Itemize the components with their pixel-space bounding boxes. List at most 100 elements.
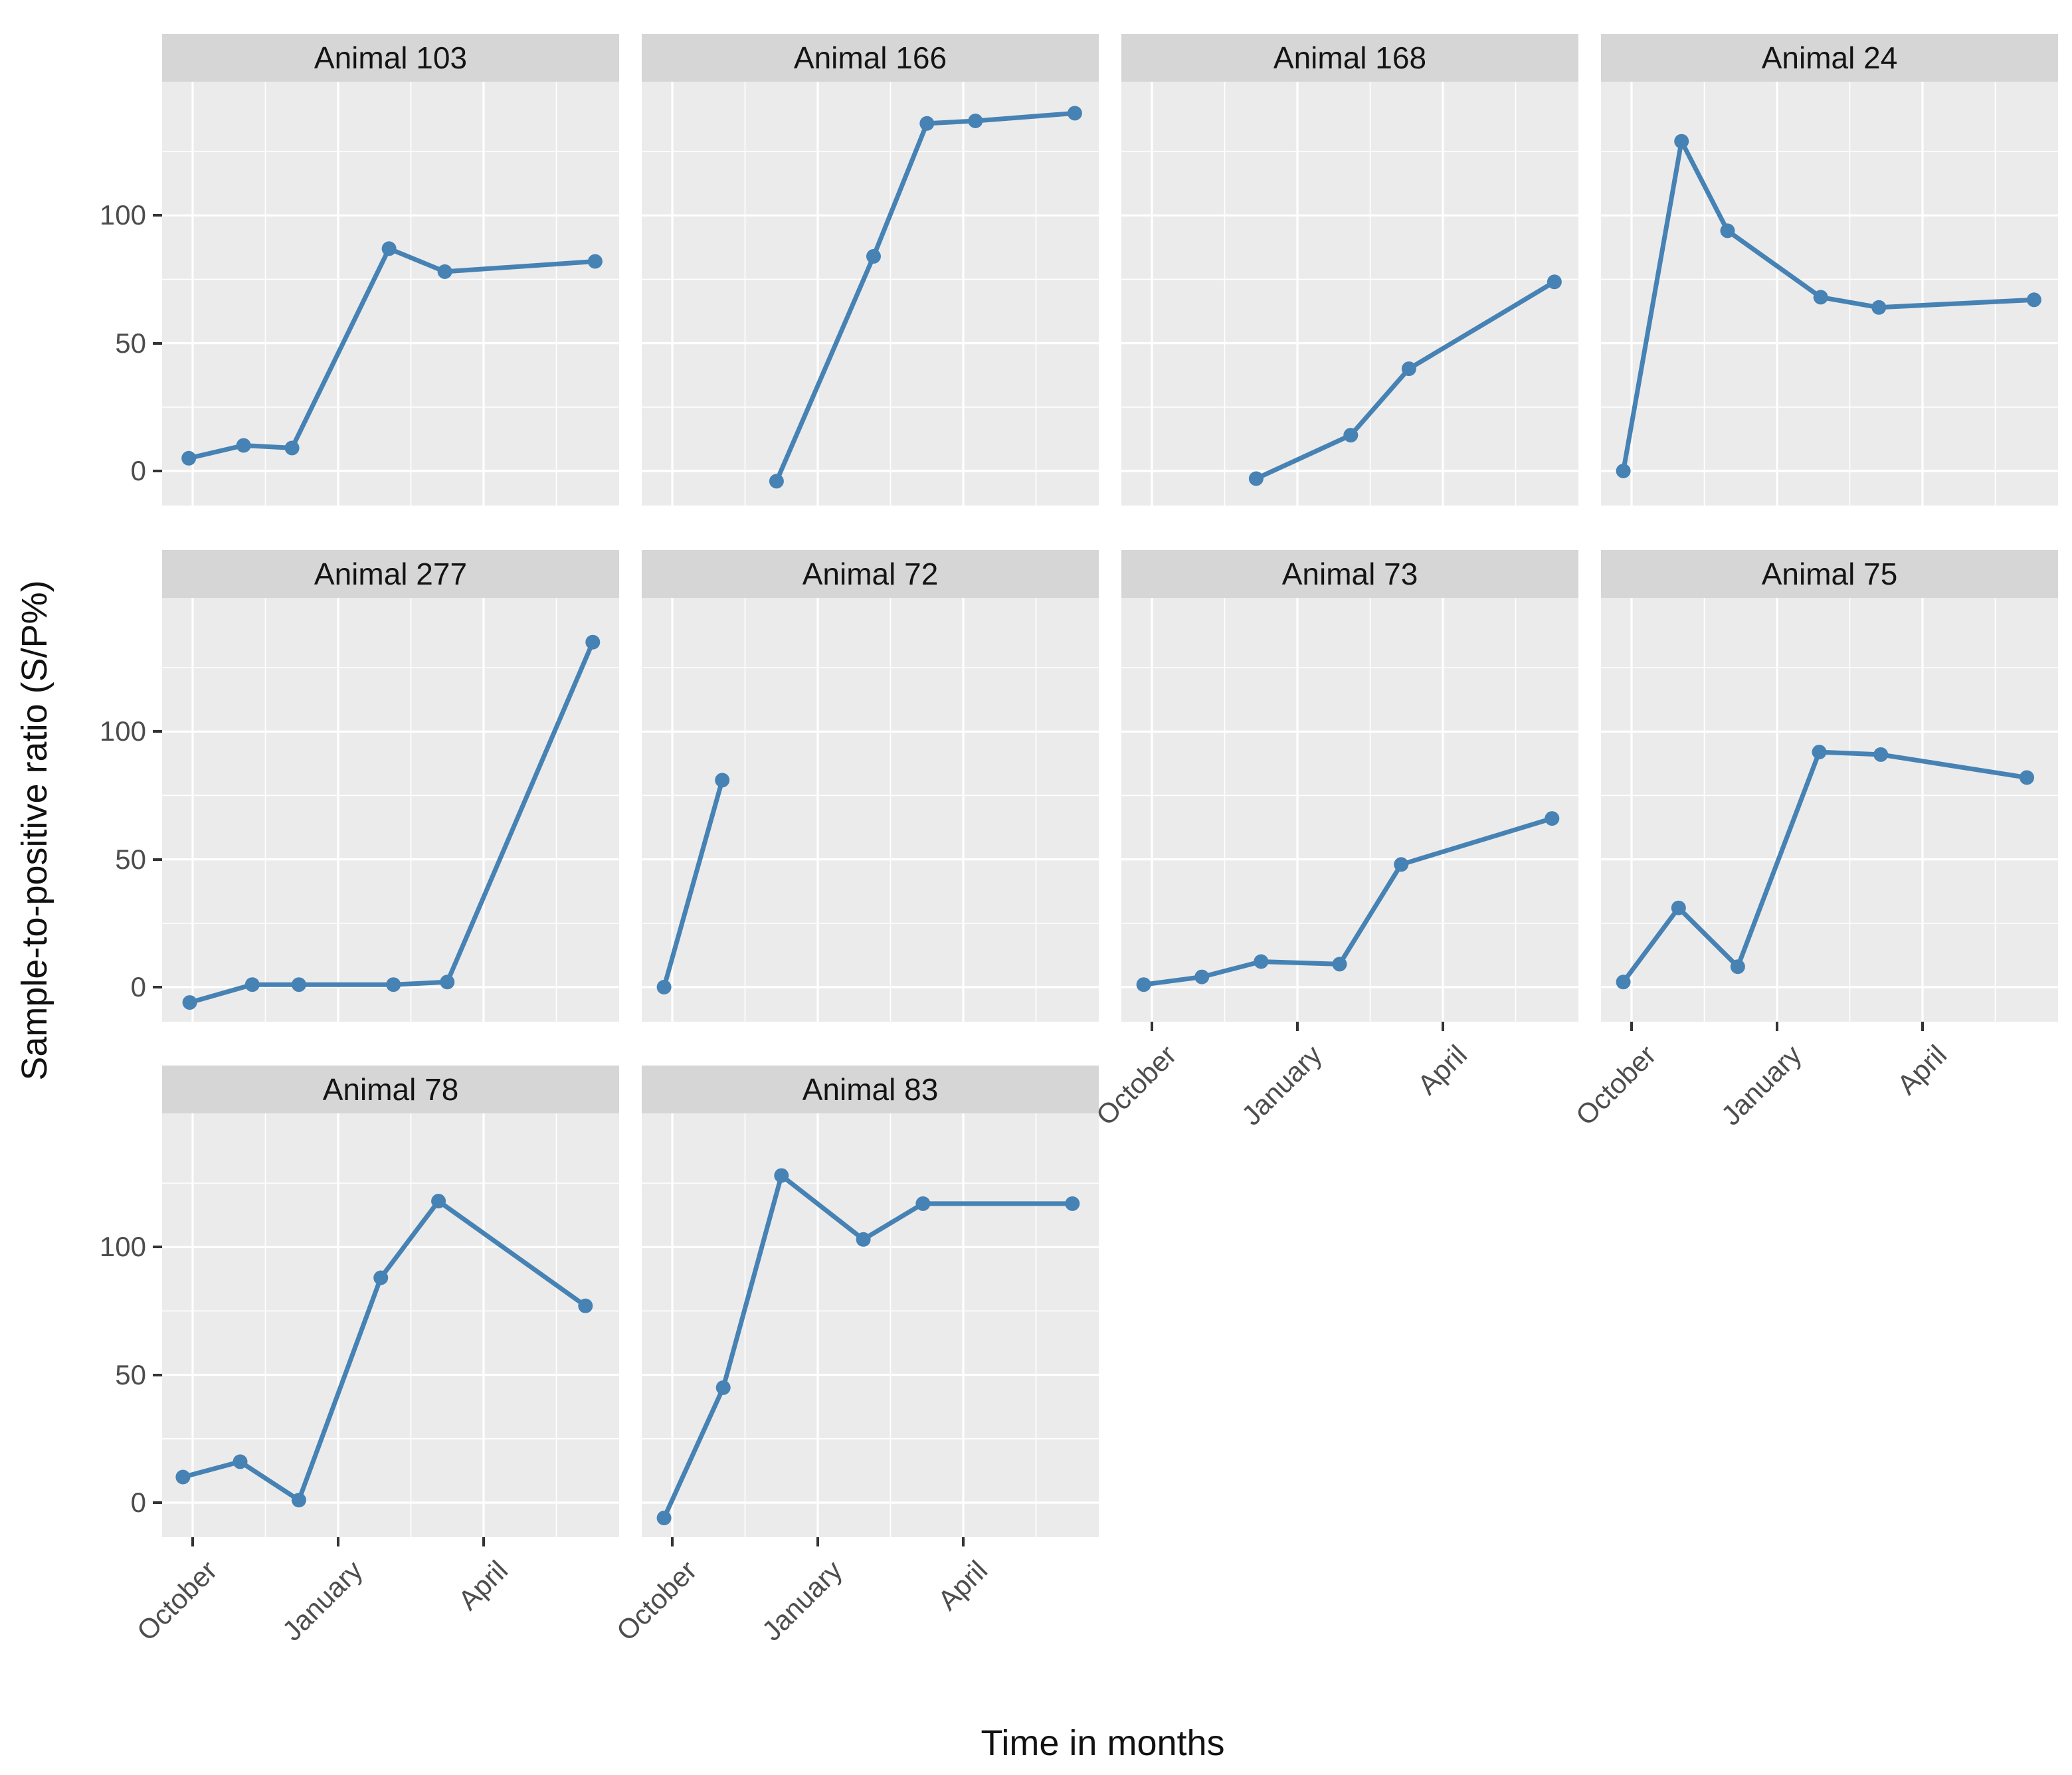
y-axis-tick-label: 0 — [130, 971, 146, 1002]
data-point — [236, 438, 251, 453]
x-axis-tick — [1776, 1022, 1778, 1031]
x-axis-tick-label: January — [755, 1554, 848, 1647]
data-point — [968, 114, 983, 128]
data-point — [715, 1380, 731, 1395]
y-axis-tick — [153, 341, 162, 345]
data-point — [373, 1270, 389, 1285]
data-point — [1813, 290, 1828, 305]
facet-strip: Animal 75 — [1601, 550, 2058, 598]
series-line — [1141, 816, 1554, 987]
x-axis-tick-label: April — [452, 1554, 514, 1616]
x-axis-tick-label: April — [931, 1554, 994, 1616]
facet-strip-label: Animal 72 — [802, 557, 939, 591]
facet-panel — [1121, 82, 1578, 506]
data-point — [715, 773, 730, 788]
y-axis-tick-label: 50 — [115, 843, 146, 875]
data-point — [915, 1196, 931, 1211]
data-point — [1616, 464, 1631, 478]
data-point — [233, 1454, 248, 1469]
panel-plot-area — [1121, 598, 1578, 1022]
x-axis-tick — [1296, 1022, 1299, 1031]
data-point — [1545, 811, 1560, 826]
facet-strip-label: Animal 73 — [1281, 557, 1418, 591]
data-point — [284, 440, 300, 456]
data-point — [2020, 770, 2034, 785]
y-axis-tick — [153, 986, 162, 988]
data-point — [181, 450, 197, 466]
panel-plot-area — [1121, 82, 1578, 506]
facet-panel — [642, 1113, 1099, 1537]
data-point — [1674, 134, 1689, 149]
facet-panel — [162, 1113, 619, 1537]
data-point — [919, 116, 935, 131]
y-axis-tick-label: 100 — [99, 199, 146, 231]
data-point — [1194, 969, 1210, 984]
facet-strip: Animal 83 — [642, 1066, 1099, 1113]
facet-strip: Animal 277 — [162, 550, 619, 598]
series-line — [186, 246, 598, 461]
panel-plot-area — [1601, 82, 2058, 506]
facet-strip: Animal 24 — [1601, 34, 2058, 82]
y-axis-tick-label: 0 — [130, 455, 146, 486]
series-line — [187, 640, 595, 1005]
facet-panel — [642, 598, 1099, 1022]
facet-strip-label: Animal 166 — [793, 41, 947, 75]
data-point — [244, 977, 260, 992]
y-axis-tick-label: 0 — [130, 1487, 146, 1518]
series-line — [774, 110, 1078, 484]
data-point — [1720, 223, 1735, 238]
data-point — [656, 980, 672, 994]
x-axis-tick — [671, 1537, 674, 1546]
facet-strip-label: Animal 168 — [1273, 41, 1427, 75]
data-point — [1067, 106, 1082, 121]
x-axis-tick-label: October — [1089, 1039, 1182, 1131]
x-axis-tick — [1630, 1022, 1633, 1031]
series-line — [1621, 139, 2037, 474]
y-axis-tick-label: 50 — [115, 327, 146, 359]
facet-panel — [162, 82, 619, 506]
data-point — [175, 1469, 191, 1485]
data-point — [182, 995, 197, 1010]
facet-strip: Animal 72 — [642, 550, 1099, 598]
data-point — [431, 1194, 446, 1209]
x-axis-tick — [1921, 1022, 1924, 1031]
series-line — [662, 777, 725, 990]
x-axis-tick-label: January — [1715, 1039, 1808, 1131]
y-axis-tick — [153, 1373, 162, 1376]
facet-panel — [162, 598, 619, 1022]
x-axis-tick — [962, 1537, 965, 1546]
series-line — [1254, 279, 1557, 481]
data-point — [1730, 959, 1745, 975]
data-point — [386, 977, 401, 992]
y-axis-tick-label: 100 — [99, 1231, 146, 1263]
data-point — [1254, 954, 1269, 969]
x-axis-tick — [816, 1537, 819, 1546]
x-axis-tick — [191, 1537, 194, 1546]
panel-plot-area — [642, 1113, 1099, 1537]
y-axis-tick — [153, 730, 162, 733]
facet-strip: Animal 103 — [162, 34, 619, 82]
data-point — [381, 241, 397, 256]
data-point — [1547, 274, 1562, 290]
data-point — [1343, 428, 1359, 443]
x-axis-tick — [1442, 1022, 1444, 1031]
panel-plot-area — [642, 82, 1099, 506]
facet-panel — [642, 82, 1099, 506]
series-line — [1621, 749, 2029, 984]
data-point — [774, 1168, 789, 1183]
data-point — [1812, 745, 1827, 760]
data-point — [1248, 471, 1264, 486]
y-axis-tick — [153, 214, 162, 217]
data-point — [1401, 361, 1416, 377]
data-point — [1394, 857, 1409, 872]
x-axis-tick — [1151, 1022, 1153, 1031]
facet-strip: Animal 73 — [1121, 550, 1578, 598]
facet-strip: Animal 166 — [642, 34, 1099, 82]
data-point — [856, 1232, 871, 1247]
facet-strip-label: Animal 83 — [802, 1072, 939, 1107]
facet-strip-label: Animal 277 — [314, 557, 468, 591]
data-point — [585, 634, 601, 650]
data-point — [440, 975, 455, 990]
data-point — [1671, 900, 1686, 915]
